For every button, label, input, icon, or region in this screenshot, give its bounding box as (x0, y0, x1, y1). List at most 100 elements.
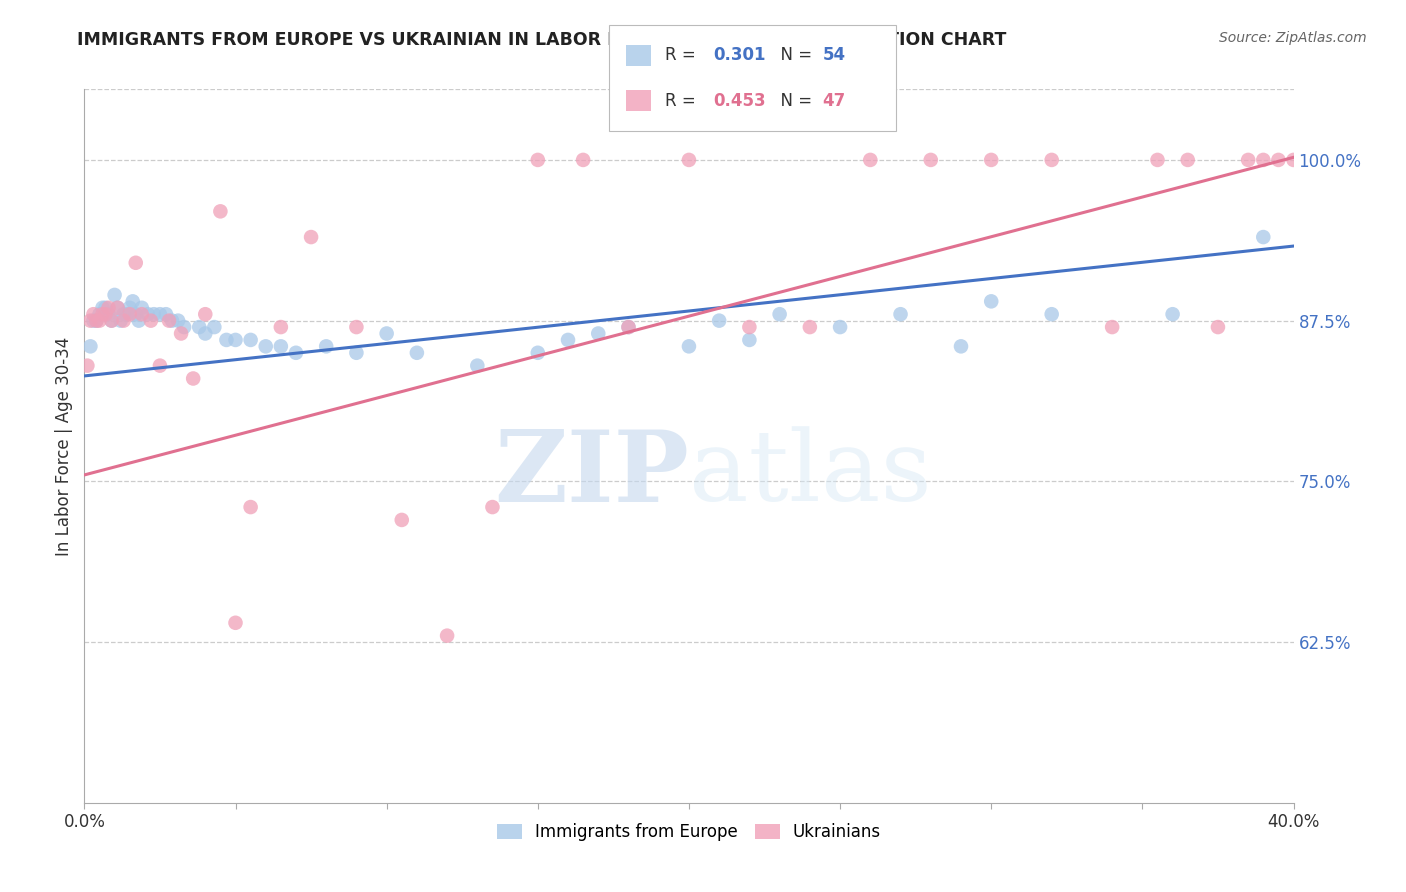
Point (315, 339, 337, 353)
Point (406, 345, 429, 359)
Point (91, 307, 114, 321)
Point (738, 320, 761, 334)
Text: IMMIGRANTS FROM EUROPE VS UKRAINIAN IN LABOR FORCE | AGE 30-34 CORRELATION CHART: IMMIGRANTS FROM EUROPE VS UKRAINIAN IN L… (77, 31, 1007, 49)
Point (170, 326, 193, 341)
Point (167, 313, 190, 327)
Point (890, 307, 912, 321)
Point (188, 320, 211, 334)
Point (181, 371, 204, 385)
Point (131, 307, 153, 321)
Point (375, 326, 398, 341)
Point (149, 307, 172, 321)
Point (86, 313, 108, 327)
Point (131, 301, 153, 315)
Point (920, 153, 942, 167)
Text: 0.301: 0.301 (713, 46, 765, 64)
Point (285, 345, 308, 359)
Point (980, 153, 1002, 167)
Legend: Immigrants from Europe, Ukrainians: Immigrants from Europe, Ukrainians (491, 817, 887, 848)
Point (97, 301, 120, 315)
Point (769, 307, 792, 321)
Text: 54: 54 (823, 46, 845, 64)
Point (527, 345, 550, 359)
Point (194, 326, 217, 341)
Text: atlas: atlas (689, 426, 932, 523)
Point (678, 153, 700, 167)
Point (82, 307, 104, 321)
Point (1161, 307, 1184, 321)
Point (1253, 153, 1275, 167)
Point (94, 307, 117, 321)
Point (1177, 153, 1199, 167)
Point (89, 307, 111, 321)
Point (202, 320, 225, 334)
Point (436, 629, 458, 643)
Point (950, 339, 973, 353)
Point (112, 313, 135, 327)
Point (91, 301, 114, 315)
Point (97, 307, 120, 321)
Point (82, 313, 104, 327)
Point (678, 339, 700, 353)
Text: Source: ZipAtlas.com: Source: ZipAtlas.com (1219, 31, 1367, 45)
Text: R =: R = (665, 92, 702, 110)
Point (557, 333, 579, 347)
Point (225, 615, 247, 630)
Point (107, 301, 129, 315)
Point (157, 313, 180, 327)
Text: 0.453: 0.453 (713, 92, 765, 110)
Y-axis label: In Labor Force | Age 30-34: In Labor Force | Age 30-34 (55, 336, 73, 556)
Point (588, 326, 610, 341)
Point (100, 313, 122, 327)
Point (980, 294, 1002, 309)
Point (299, 230, 322, 244)
Point (160, 313, 183, 327)
Point (94, 301, 117, 315)
Point (107, 301, 129, 315)
Point (391, 513, 413, 527)
Point (738, 333, 761, 347)
Point (346, 320, 368, 334)
Point (125, 307, 148, 321)
Point (173, 320, 195, 334)
Point (1040, 307, 1063, 321)
Point (136, 307, 159, 321)
Point (112, 307, 135, 321)
Point (617, 320, 640, 334)
Point (481, 500, 503, 514)
Point (118, 301, 141, 315)
Text: N =: N = (770, 46, 818, 64)
Point (125, 256, 148, 270)
Point (270, 320, 292, 334)
Point (239, 500, 262, 514)
Point (270, 339, 292, 353)
Point (76, 359, 98, 373)
Point (617, 320, 640, 334)
Point (1267, 153, 1289, 167)
Point (572, 153, 595, 167)
Point (115, 307, 138, 321)
Point (194, 307, 217, 321)
Point (110, 313, 132, 327)
Point (1101, 320, 1123, 334)
Point (1146, 153, 1168, 167)
Point (467, 359, 489, 373)
Point (128, 313, 150, 327)
Point (830, 320, 852, 334)
Point (149, 359, 172, 373)
Text: R =: R = (665, 46, 702, 64)
Point (121, 294, 143, 309)
Text: 47: 47 (823, 92, 846, 110)
Point (89, 313, 111, 327)
Point (1253, 230, 1275, 244)
Point (1237, 153, 1260, 167)
Point (215, 333, 238, 347)
Point (1206, 320, 1229, 334)
Point (104, 288, 127, 302)
Point (155, 307, 177, 321)
Point (86, 313, 108, 327)
Point (527, 153, 550, 167)
Point (1040, 153, 1063, 167)
Point (142, 307, 165, 321)
Point (709, 313, 731, 327)
